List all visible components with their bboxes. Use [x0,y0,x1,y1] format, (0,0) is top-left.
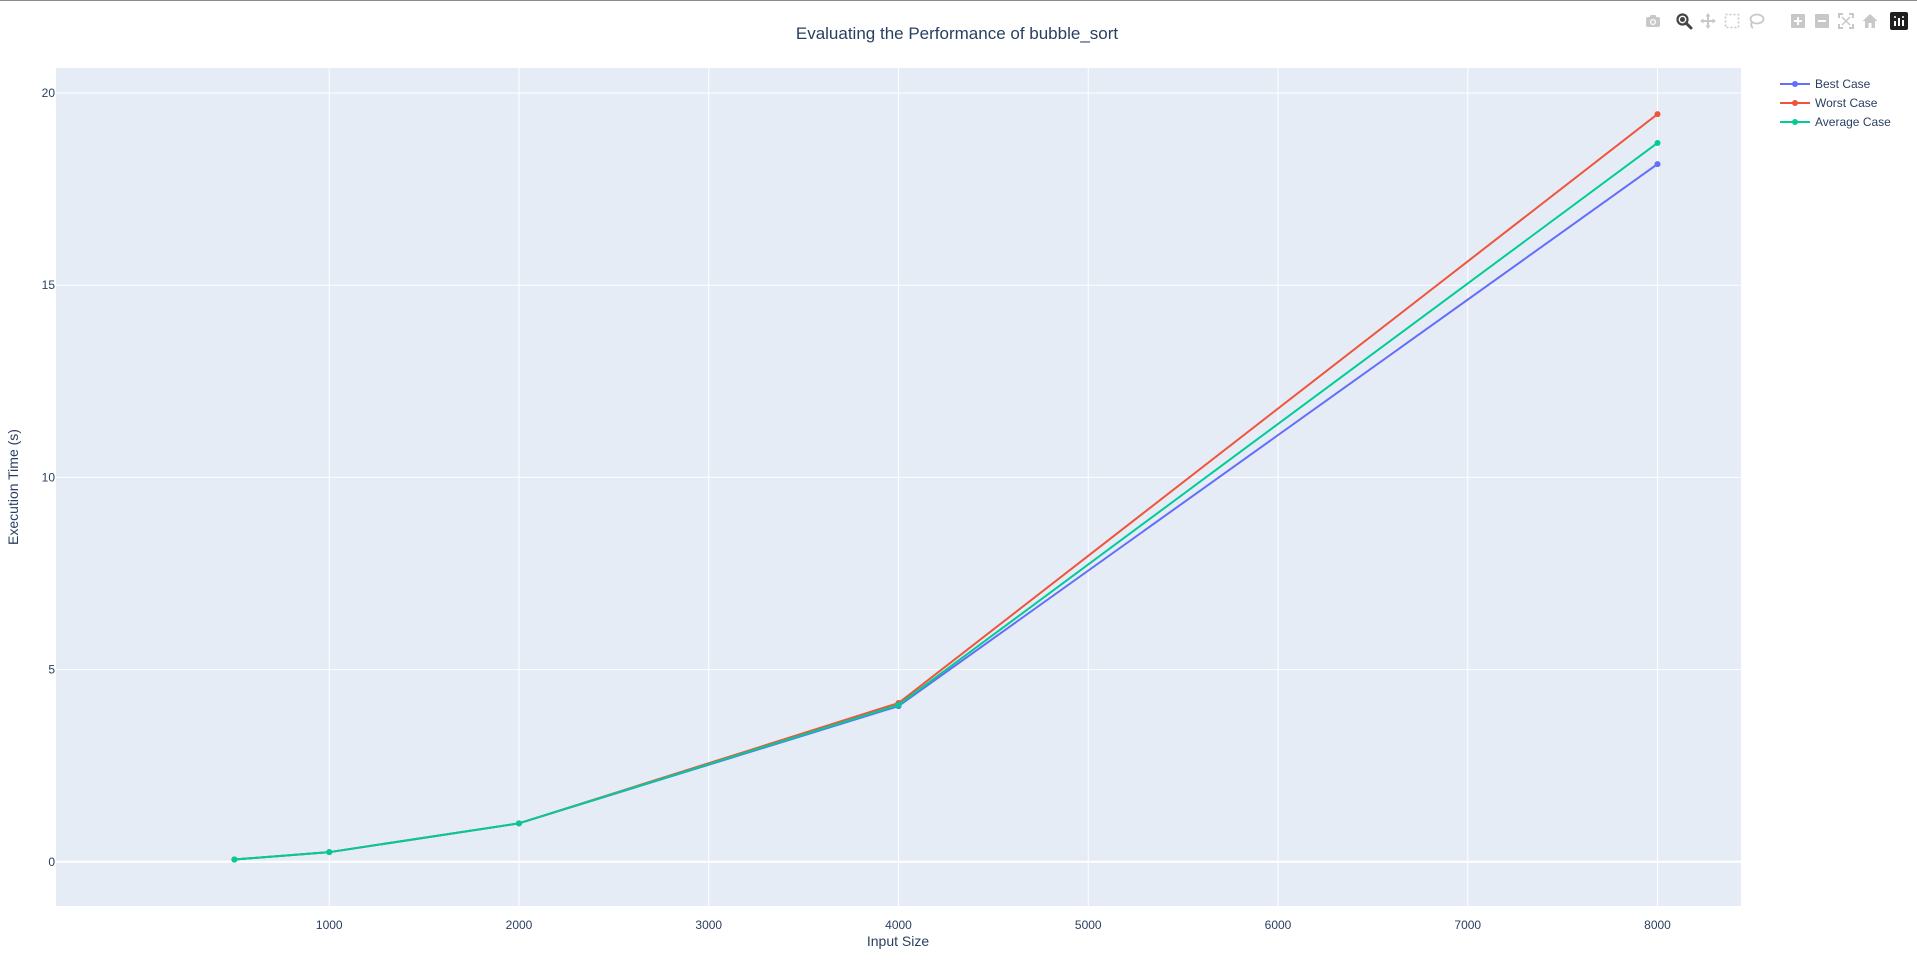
zoom-out-icon[interactable] [1813,12,1831,30]
x-tick-label: 2000 [506,918,533,932]
series-average-case [231,139,1661,863]
legend-label: Best Case [1815,77,1871,91]
x-tick-label: 7000 [1454,918,1481,932]
x-tick-labels: 1000 2000 3000 4000 5000 6000 7000 8000 [316,918,1671,932]
x-tick-label: 1000 [316,918,343,932]
x-grid [328,68,1659,906]
zoom-icon[interactable] [1675,12,1693,30]
y-tick-label: 0 [48,855,55,869]
legend[interactable]: Best Case Worst Case Average Case [1780,77,1891,129]
x-axis-title: Input Size [867,933,929,949]
data-point[interactable] [1654,161,1661,168]
y-tick-label: 20 [42,86,56,100]
legend-marker [1792,119,1798,125]
legend-marker [1792,100,1798,106]
data-point[interactable] [326,849,333,856]
x-tick-label: 3000 [695,918,722,932]
y-axis-title: Execution Time (s) [5,429,21,545]
autoscale-icon[interactable] [1837,12,1855,30]
data-point[interactable] [231,856,238,863]
x-tick-label: 8000 [1644,918,1671,932]
legend-label: Worst Case [1815,96,1878,110]
chart-title: Evaluating the Performance of bubble_sor… [796,24,1119,43]
y-grid [56,92,1741,863]
y-tick-label: 5 [48,663,55,677]
data-point[interactable] [1654,139,1661,146]
legend-label: Average Case [1815,115,1891,129]
lasso-select-icon[interactable] [1747,12,1765,30]
reset-axes-icon[interactable] [1861,12,1879,30]
plotly-logo-icon[interactable] [1890,12,1908,30]
legend-marker [1792,81,1798,87]
zoom-in-icon[interactable] [1789,12,1807,30]
legend-item[interactable]: Worst Case [1780,96,1878,110]
x-tick-label: 4000 [885,918,912,932]
y-tick-label: 15 [42,278,56,292]
series-layer [231,111,1661,863]
box-select-icon[interactable] [1723,12,1741,30]
data-point[interactable] [895,701,902,708]
window-top-border [0,0,1917,1]
data-point[interactable] [1654,111,1661,118]
camera-icon[interactable] [1644,12,1662,30]
legend-item[interactable]: Average Case [1780,115,1891,129]
data-point[interactable] [515,820,522,827]
x-tick-label: 5000 [1075,918,1102,932]
legend-item[interactable]: Best Case [1780,77,1871,91]
pan-icon[interactable] [1699,12,1717,30]
x-tick-label: 6000 [1265,918,1292,932]
y-tick-label: 10 [42,470,56,484]
y-tick-labels: 0 5 10 15 20 [42,86,56,869]
